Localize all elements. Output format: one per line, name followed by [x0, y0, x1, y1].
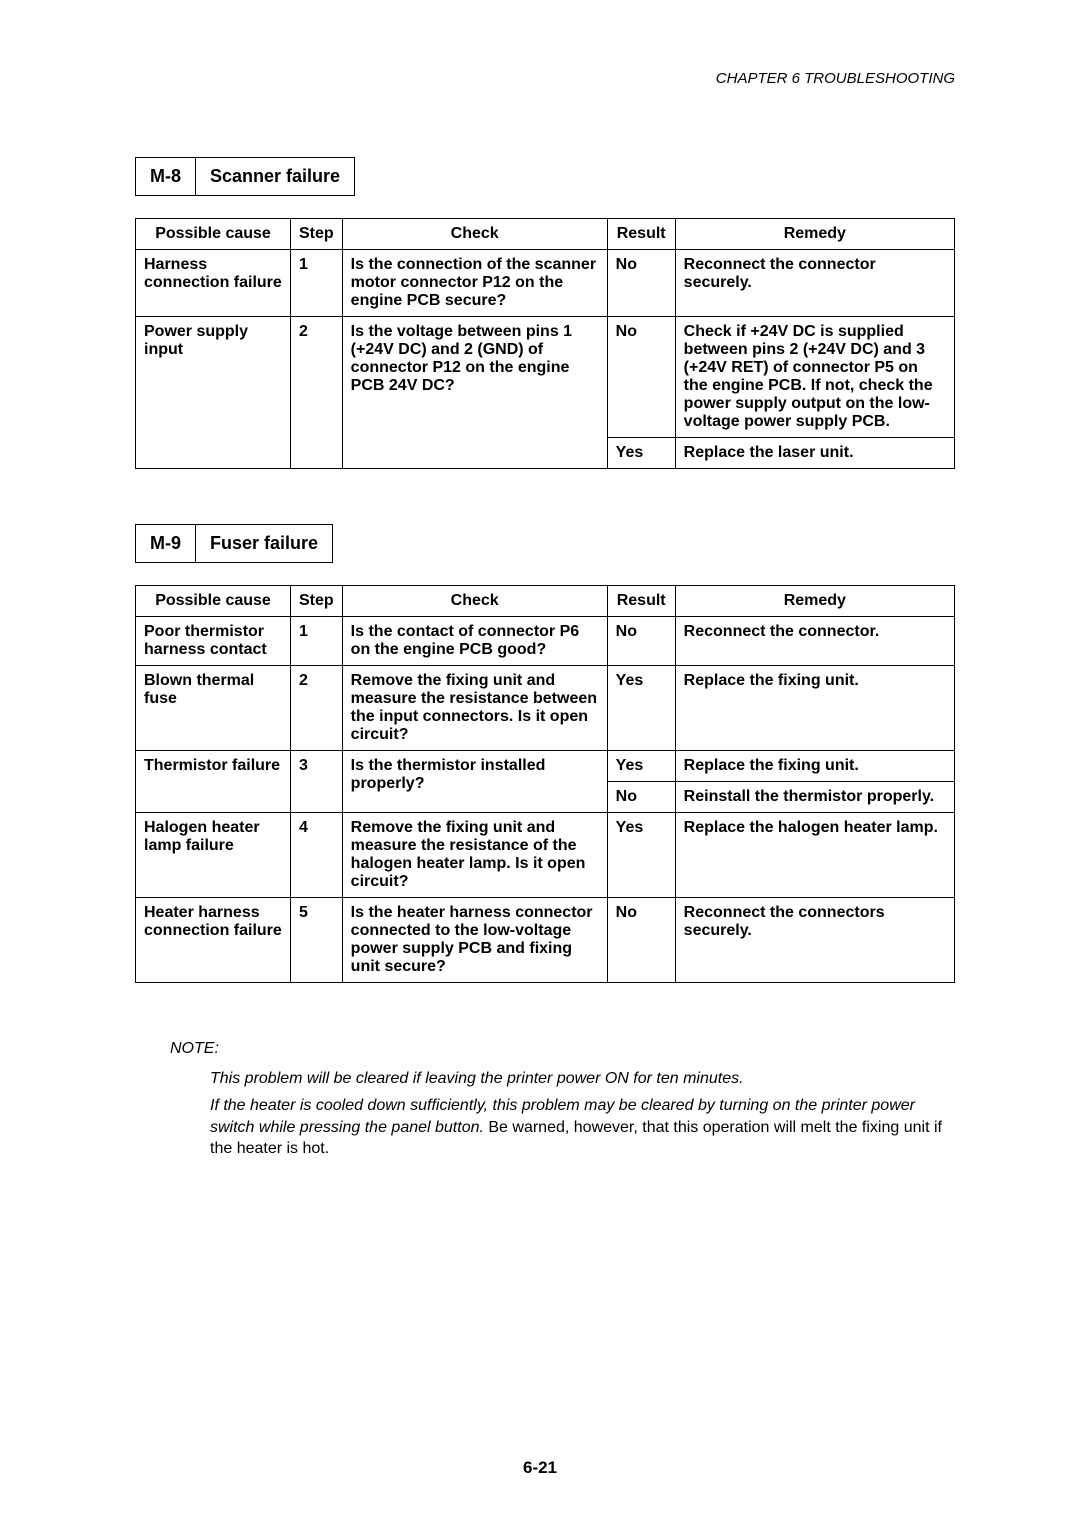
section-label: Fuser failure	[196, 525, 332, 562]
cell-cause: Blown thermal fuse	[136, 666, 291, 751]
cell-result: Yes	[607, 751, 675, 782]
col-step: Step	[291, 586, 343, 617]
cell-result: No	[607, 782, 675, 813]
col-step: Step	[291, 219, 343, 250]
cell-step: 3	[291, 751, 343, 813]
col-result: Result	[607, 586, 675, 617]
cell-step: 1	[291, 250, 343, 317]
section-code: M-9	[136, 525, 196, 562]
section-code: M-8	[136, 158, 196, 195]
note-label: NOTE:	[170, 1038, 945, 1060]
col-result: Result	[607, 219, 675, 250]
table-row: Blown thermal fuse 2 Remove the fixing u…	[136, 666, 955, 751]
cell-remedy: Replace the laser unit.	[675, 438, 954, 469]
cell-result: Yes	[607, 813, 675, 898]
cell-step: 4	[291, 813, 343, 898]
cell-step: 5	[291, 898, 343, 983]
cell-check: Remove the fixing unit and measure the r…	[342, 813, 607, 898]
cell-check: Is the connection of the scanner motor c…	[342, 250, 607, 317]
chapter-header: CHAPTER 6 TROUBLESHOOTING	[135, 70, 955, 87]
table-row: Power supply input 2 Is the voltage betw…	[136, 317, 955, 438]
note-p1: This problem will be cleared if leaving …	[210, 1068, 945, 1090]
table-m9: Possible cause Step Check Result Remedy …	[135, 585, 955, 983]
col-remedy: Remedy	[675, 219, 954, 250]
cell-remedy: Reinstall the thermistor properly.	[675, 782, 954, 813]
cell-result: Yes	[607, 438, 675, 469]
cell-result: No	[607, 317, 675, 438]
section-label: Scanner failure	[196, 158, 354, 195]
cell-check: Is the contact of connector P6 on the en…	[342, 617, 607, 666]
table-header-row: Possible cause Step Check Result Remedy	[136, 586, 955, 617]
cell-remedy: Reconnect the connector.	[675, 617, 954, 666]
cell-cause: Power supply input	[136, 317, 291, 469]
cell-remedy: Check if +24V DC is supplied between pin…	[675, 317, 954, 438]
cell-result: Yes	[607, 666, 675, 751]
cell-cause: Harness connection failure	[136, 250, 291, 317]
cell-check: Is the voltage between pins 1 (+24V DC) …	[342, 317, 607, 469]
table-row: Poor thermistor harness contact 1 Is the…	[136, 617, 955, 666]
cell-cause: Heater harness connection failure	[136, 898, 291, 983]
page: CHAPTER 6 TROUBLESHOOTING M-8 Scanner fa…	[0, 0, 1080, 1528]
cell-remedy: Replace the halogen heater lamp.	[675, 813, 954, 898]
col-cause: Possible cause	[136, 219, 291, 250]
table-m8: Possible cause Step Check Result Remedy …	[135, 218, 955, 469]
cell-step: 2	[291, 317, 343, 469]
cell-remedy: Replace the fixing unit.	[675, 751, 954, 782]
cell-remedy: Reconnect the connector securely.	[675, 250, 954, 317]
note-p2: If the heater is cooled down sufficientl…	[210, 1095, 945, 1160]
cell-cause: Thermistor failure	[136, 751, 291, 813]
cell-step: 1	[291, 617, 343, 666]
cell-remedy: Replace the fixing unit.	[675, 666, 954, 751]
section-title-m8: M-8 Scanner failure	[135, 157, 355, 196]
table-row: Harness connection failure 1 Is the conn…	[136, 250, 955, 317]
note-block: NOTE: This problem will be cleared if le…	[170, 1038, 945, 1160]
cell-cause: Poor thermistor harness contact	[136, 617, 291, 666]
col-cause: Possible cause	[136, 586, 291, 617]
cell-result: No	[607, 617, 675, 666]
cell-check: Remove the fixing unit and measure the r…	[342, 666, 607, 751]
cell-remedy: Reconnect the connectors securely.	[675, 898, 954, 983]
col-remedy: Remedy	[675, 586, 954, 617]
col-check: Check	[342, 219, 607, 250]
table-row: Halogen heater lamp failure 4 Remove the…	[136, 813, 955, 898]
table-row: Heater harness connection failure 5 Is t…	[136, 898, 955, 983]
cell-cause: Halogen heater lamp failure	[136, 813, 291, 898]
cell-check: Is the heater harness connector connecte…	[342, 898, 607, 983]
cell-result: No	[607, 250, 675, 317]
cell-result: No	[607, 898, 675, 983]
cell-check: Is the thermistor installed properly?	[342, 751, 607, 813]
page-number: 6-21	[0, 1458, 1080, 1478]
table-header-row: Possible cause Step Check Result Remedy	[136, 219, 955, 250]
cell-step: 2	[291, 666, 343, 751]
col-check: Check	[342, 586, 607, 617]
section-title-m9: M-9 Fuser failure	[135, 524, 333, 563]
table-row: Thermistor failure 3 Is the thermistor i…	[136, 751, 955, 782]
